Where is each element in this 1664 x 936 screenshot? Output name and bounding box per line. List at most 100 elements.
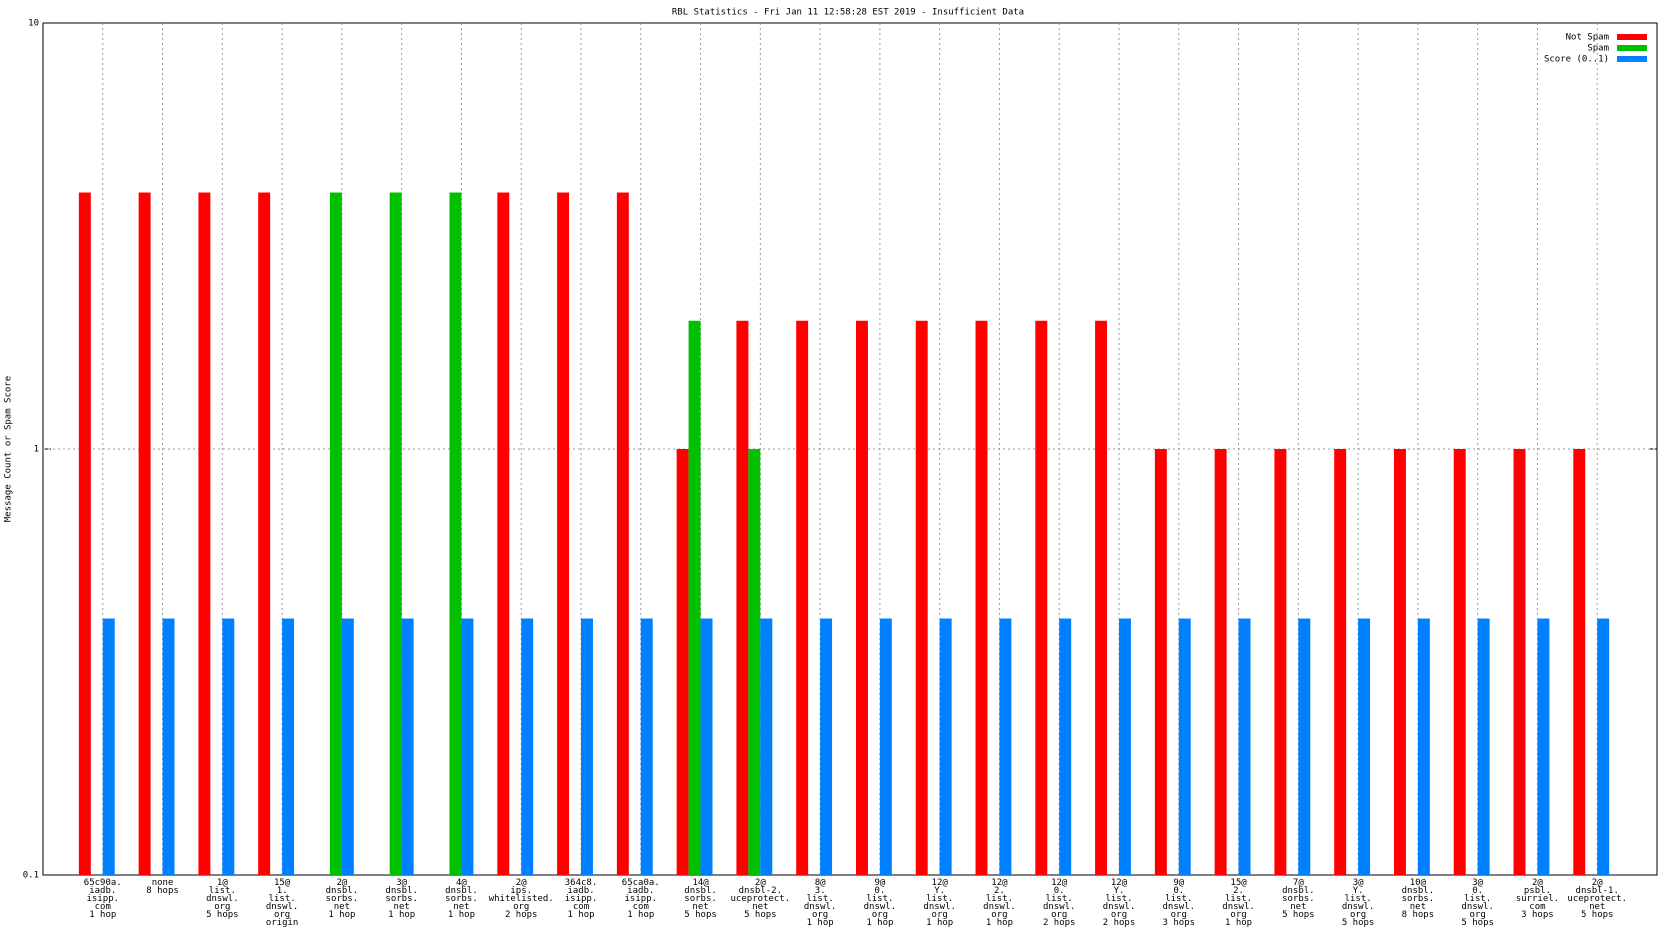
legend-swatch [1617, 56, 1647, 62]
x-tick-label-line: 5 hops [1282, 910, 1315, 920]
x-tick-label-line: 2 hops [1103, 918, 1136, 928]
x-tick-label-line: list. [1345, 894, 1372, 904]
x-tick-label: 12@ Y. list. dnswl. org 1 hop [923, 878, 956, 928]
x-tick-label-line: isipp. [87, 894, 120, 904]
legend-swatch [1617, 45, 1647, 51]
bar [736, 320, 749, 875]
x-tick-label-line: 1 hop [926, 918, 953, 928]
x-tick-label: 2@ psbl. surriel. com 3 hops [1516, 878, 1559, 920]
bar [1597, 618, 1610, 875]
x-tick-label-line: 5 hops [206, 910, 239, 920]
x-tick-label-line: list. [807, 894, 834, 904]
x-tick-label-line: 3@ [1353, 878, 1364, 888]
x-tick-label-line: surriel. [1516, 894, 1559, 904]
bar [341, 618, 354, 875]
x-tick-label: 364c8. iadb. isipp. com 1 hop [565, 878, 598, 920]
x-tick-label-line: whitelisted. [489, 894, 554, 904]
legend-label: Not Spam [1566, 33, 1609, 43]
x-tick-label-line: dnswl. [206, 894, 239, 904]
x-tick-label-line: isipp. [565, 894, 598, 904]
x-tick-label-line: org [274, 910, 290, 920]
bar [1334, 449, 1347, 875]
x-tick-label-line: dnsbl. [385, 886, 418, 896]
y-tick-label: 0.1 [23, 871, 39, 881]
x-tick-label-line: 65ca0a. [622, 878, 660, 888]
x-tick-label-line: net [453, 902, 469, 912]
x-tick-label: 3@ dnsbl. sorbs. net 1 hop [385, 878, 418, 920]
x-tick-label: none 8 hops [146, 878, 179, 896]
x-tick-label-line: 1. [277, 886, 288, 896]
x-tick-label-line: origin [266, 918, 299, 928]
x-tick-label-line: 15@ [274, 878, 291, 888]
bar [1274, 449, 1287, 875]
x-tick-label-line: 2@ [516, 878, 527, 888]
x-tick-label-line: isipp. [625, 894, 658, 904]
x-tick-label-line: 12@ [932, 878, 949, 888]
bar [162, 618, 175, 875]
x-tick-label-line: net [692, 902, 708, 912]
x-tick-label-line: 7@ [1293, 878, 1304, 888]
x-tick-label-line: 1 hop [986, 918, 1013, 928]
x-tick-label-line: sorbs. [326, 894, 359, 904]
bar [282, 618, 295, 875]
x-tick-label-line: 2 hops [1043, 918, 1076, 928]
bar [616, 192, 629, 875]
x-tick-label: 9@ 0. list. dnswl. org 3 hops [1163, 878, 1196, 928]
x-tick-label: 10@ dnsbl. sorbs. net 8 hops [1402, 878, 1435, 920]
x-tick-label-line: sorbs. [445, 894, 478, 904]
x-tick-label-line: 5 hops [1581, 910, 1614, 920]
x-tick-label-line: com [633, 902, 649, 912]
x-tick-label-line: 1 hop [388, 910, 415, 920]
x-tick-label-line: 3@ [396, 878, 407, 888]
x-tick-label: 3@ Y. list. dnswl. org 5 hops [1342, 878, 1375, 928]
bar [401, 618, 414, 875]
x-tick-label-line: uceprotect. [1567, 894, 1627, 904]
x-tick-label-line: 8 hops [1402, 910, 1435, 920]
bar [1537, 618, 1550, 875]
bar [1477, 618, 1490, 875]
y-axis-label: Message Count or Spam Score [4, 376, 14, 522]
bar [222, 618, 235, 875]
bar [1095, 320, 1108, 875]
x-tick-label-line: sorbs. [1282, 894, 1315, 904]
bar [1513, 449, 1526, 875]
legend-label: Score (0..1) [1544, 55, 1609, 65]
x-tick-label-line: 8@ [815, 878, 826, 888]
x-tick-label-line: 14@ [692, 878, 709, 888]
bar [1358, 618, 1371, 875]
bar [796, 320, 809, 875]
bar [461, 618, 474, 875]
bar [1154, 449, 1167, 875]
x-tick-label-line: 2@ [336, 878, 347, 888]
x-tick-label-line: 1 hop [89, 910, 116, 920]
bar [1119, 618, 1131, 875]
bar [879, 618, 892, 875]
y-tick-label: 10 [28, 19, 39, 29]
x-tick-label-line: dnswl. [1461, 902, 1494, 912]
x-tick-label-line: dnsbl-1. [1576, 886, 1619, 896]
bar [748, 449, 761, 875]
x-tick-label: 12@ 0. list. dnswl. org 2 hops [1043, 878, 1076, 928]
x-tick-label-line: list. [1165, 894, 1192, 904]
x-tick-label-line: 1@ [217, 878, 228, 888]
bar [1035, 320, 1048, 875]
x-tick-label-line: 1 hop [567, 910, 594, 920]
x-tick-label-line: 10@ [1410, 878, 1427, 888]
x-tick-label-line: com [1529, 902, 1545, 912]
x-tick-label-line: uceprotect. [731, 894, 791, 904]
bar [389, 192, 402, 875]
bar [1214, 449, 1227, 875]
x-tick-label-line: list. [209, 886, 236, 896]
x-tick-label-line: 2. [1233, 886, 1244, 896]
bar [760, 618, 773, 875]
x-tick-label-line: 2. [994, 886, 1005, 896]
x-tick-label: 14@ dnsbl. sorbs. net 5 hops [684, 878, 717, 920]
x-tick-label: 2@ dnsbl. sorbs. net 1 hop [326, 878, 359, 920]
bar [1417, 618, 1430, 875]
x-tick-label-line: 3 hops [1163, 918, 1196, 928]
x-tick-label-line: Y. [1114, 886, 1125, 896]
x-tick-label-line: dnsbl. [326, 886, 359, 896]
bar [975, 320, 988, 875]
x-tick-label-line: net [1589, 902, 1605, 912]
x-tick-label-line: net [752, 902, 768, 912]
